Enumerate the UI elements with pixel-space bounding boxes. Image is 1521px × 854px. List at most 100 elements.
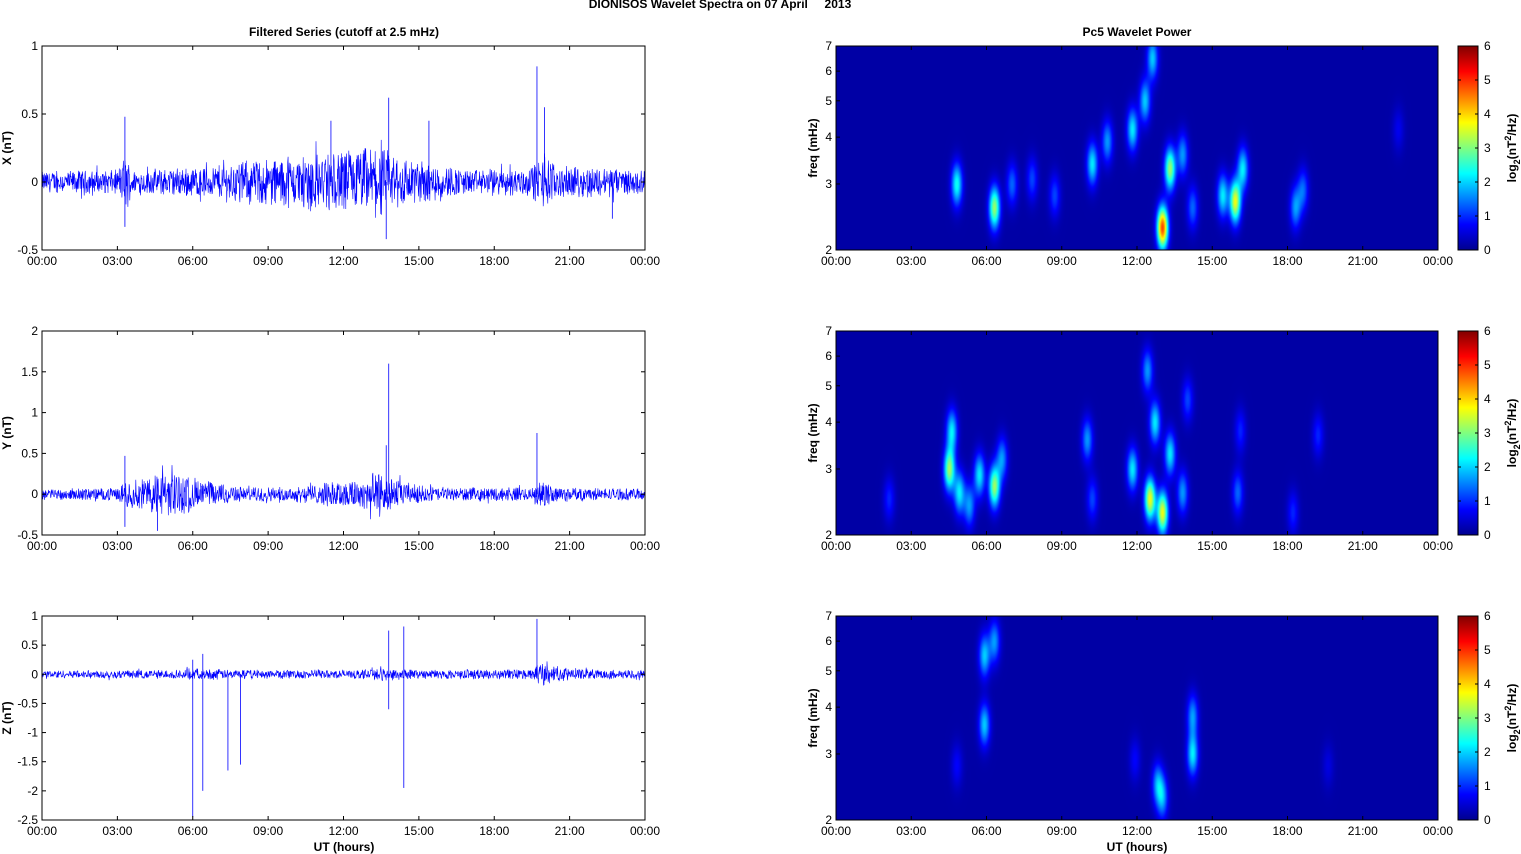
wavelet-panel-z: 2 3 4 5 6 7 00:00 03:00 06:00 09:00 12:00 15:00 18:0… [806,609,1521,838]
ytick-label: 0 [31,487,38,501]
wavelet-xtick-label: 03:00 [896,824,926,838]
line-xtick-label: 00:00 [27,539,57,553]
line-panel-z: -2.5 -2 -1.5 -1 -0.5 0 0.5 1 00:00 03:00 06:00 09:0… [0,609,660,838]
ytick-label: 2 [825,813,832,827]
series-z-line [42,661,645,686]
ytick-label: 1 [31,609,38,623]
colorbar-tick-label: 3 [1484,141,1491,155]
line-xtick-label: 03:00 [102,254,132,268]
ytick-label: 7 [825,609,832,623]
line-xtick-label: 03:00 [102,539,132,553]
wavelet-xtick-label: 15:00 [1197,824,1227,838]
ytick-label: -0.5 [17,528,38,542]
ytick-label: 7 [825,324,832,338]
ytick-label: -0.5 [17,243,38,257]
colorbar-label: log2(nT2/Hz) [1503,684,1521,753]
wavelet-xtick-label: 09:00 [1047,254,1077,268]
wavelet-xtick-label: 18:00 [1272,539,1302,553]
right-xlabel: UT (hours) [1107,840,1168,854]
line-xtick-label: 06:00 [178,824,208,838]
ytick-label: 1.5 [21,365,38,379]
ytick-label: 5 [825,379,832,393]
wavelet-xtick-label: 12:00 [1122,824,1152,838]
ytick-label: 0 [31,667,38,681]
wavelet-xtick-label: 21:00 [1348,539,1378,553]
line-xtick-label: 21:00 [555,539,585,553]
wavelet-xtick-label: 12:00 [1122,254,1152,268]
ytick-label: 4 [825,415,832,429]
wavelet-xtick-label: 09:00 [1047,539,1077,553]
wavelet-xtick-label: 06:00 [971,539,1001,553]
colorbar-tick-label: 1 [1484,494,1491,508]
colorbar-label: log2(nT2/Hz) [1503,399,1521,468]
freq-ylabel: freq (mHz) [806,403,820,462]
wavelet-panel-y: 2 3 4 5 6 7 00:00 03:00 06:00 09:00 12:00 15:00 18:0… [806,324,1521,553]
line-xtick-label: 00:00 [27,824,57,838]
wavelet-xtick-label: 18:00 [1272,824,1302,838]
wavelet-xtick-label: 18:00 [1272,254,1302,268]
line-xtick-label: 15:00 [404,824,434,838]
colorbar-tick-label: 5 [1484,73,1491,87]
ytick-label: 3 [825,462,832,476]
ytick-label: -2.5 [17,813,38,827]
ylabel-z: Z (nT) [0,701,14,734]
colorbar-tick-label: 4 [1484,392,1491,406]
line-xtick-label: 12:00 [328,539,358,553]
colorbar-tick-label: 3 [1484,426,1491,440]
ytick-label: 4 [825,130,832,144]
wavelet-xtick-label: 00:00 [821,539,851,553]
line-xtick-label: 09:00 [253,539,283,553]
wavelet-xtick-label: 03:00 [896,539,926,553]
wavelet-xtick-label: 21:00 [1348,824,1378,838]
wavelet-power-heatmap [836,46,1438,250]
series-y-line [42,465,645,520]
ytick-label: -2 [27,784,38,798]
line-xtick-label: 06:00 [178,254,208,268]
ytick-label: 0.5 [21,107,38,121]
line-panel-y: -0.5 0 0.5 1 1.5 2 00:00 03:00 06:00 09:00 12:00 15… [0,324,660,553]
wavelet-xtick-label: 06:00 [971,824,1001,838]
ytick-label: 3 [825,177,832,191]
colorbar-tick-label: 0 [1484,243,1491,257]
wavelet-xtick-label: 00:00 [821,254,851,268]
wavelet-power-heatmap [836,616,1438,820]
colorbar-tick-label: 2 [1484,745,1491,759]
wavelet-xtick-label: 09:00 [1047,824,1077,838]
line-xtick-label: 09:00 [253,254,283,268]
line-xtick-label: 21:00 [555,254,585,268]
ytick-label: 1 [31,406,38,420]
left-xlabel: UT (hours) [314,840,375,854]
wavelet-xtick-label: 00:00 [1423,824,1453,838]
ytick-label: 4 [825,700,832,714]
line-xtick-label: 15:00 [404,539,434,553]
colorbar-tick-label: 6 [1484,324,1491,338]
ytick-label: 3 [825,747,832,761]
wavelet-xtick-label: 03:00 [896,254,926,268]
colorbar-tick-label: 1 [1484,779,1491,793]
colorbar-label: log2(nT2/Hz) [1503,114,1521,183]
freq-ylabel: freq (mHz) [806,688,820,747]
ytick-label: -1 [27,726,38,740]
line-xtick-label: 18:00 [479,254,509,268]
wavelet-xtick-label: 15:00 [1197,539,1227,553]
ylabel-y: Y (nT) [0,416,14,450]
wavelet-xtick-label: 00:00 [821,824,851,838]
wavelet-panel-x: 2 3 4 5 6 7 00:00 03:00 06:00 09:00 12:00 15:00 18:0… [806,39,1521,268]
line-xtick-label: 00:00 [630,539,660,553]
ytick-label: 7 [825,39,832,53]
freq-ylabel: freq (mHz) [806,118,820,177]
line-panel-x: -0.5 0 0.5 1 00:00 03:00 06:00 09:00 12:00 15:00 1… [0,39,660,268]
colorbar-tick-label: 5 [1484,358,1491,372]
colorbar-tick-label: 0 [1484,528,1491,542]
ytick-label: 6 [825,349,832,363]
plot-area [42,616,645,820]
line-xtick-label: 00:00 [630,254,660,268]
colorbar-tick-label: 1 [1484,209,1491,223]
line-xtick-label: 18:00 [479,539,509,553]
ytick-label: 0.5 [21,446,38,460]
line-xtick-label: 15:00 [404,254,434,268]
ytick-label: -1.5 [17,755,38,769]
left-column-title: Filtered Series (cutoff at 2.5 mHz) [249,25,439,39]
plot-area [42,46,645,250]
